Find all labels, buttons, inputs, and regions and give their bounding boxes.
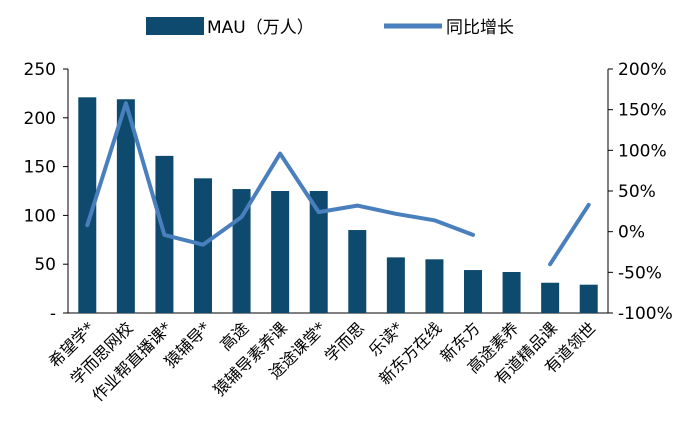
left-tick-label: 150	[24, 158, 56, 178]
right-tick-label: 50%	[618, 182, 656, 202]
left-tick-label: -	[50, 304, 56, 324]
left-tick-label: 200	[24, 109, 56, 129]
bar-mau-1	[116, 99, 135, 313]
right-tick-label: -50%	[618, 263, 662, 283]
bar-mau-7	[348, 230, 367, 313]
bar-mau-6	[309, 191, 328, 313]
bar-mau-11	[502, 272, 521, 313]
legend-swatch-mau	[146, 17, 204, 35]
legend-label-yoy: 同比增长	[446, 18, 514, 38]
bar-mau-0	[78, 97, 97, 313]
bar-mau-12	[541, 282, 560, 313]
bar-mau-9	[425, 259, 444, 313]
axes: - 50 100 150 200 250 -100% -50% 0% 50% 100% 150% 200…	[24, 60, 673, 324]
category-label: 学而思	[321, 318, 368, 365]
left-tick-label: 250	[24, 60, 56, 80]
legend: MAU（万人） 同比增长	[146, 17, 514, 38]
yoy-line-segment-1	[548, 202, 591, 267]
bar-mau-13	[579, 284, 598, 313]
right-tick-label: 100%	[618, 141, 667, 161]
bar-mau-5	[271, 191, 290, 313]
legend-label-mau: MAU（万人）	[207, 18, 314, 38]
left-tick-label: 100	[24, 206, 56, 226]
left-tick-label: 50	[34, 255, 56, 275]
right-tick-label: 200%	[618, 60, 667, 80]
bar-mau-8	[386, 257, 405, 313]
bar-mau-10	[464, 270, 482, 313]
right-tick-label: 0%	[618, 223, 645, 243]
yoy-line-segment-0	[85, 101, 475, 247]
right-tick-label: 150%	[618, 101, 667, 121]
right-tick-label: -100%	[618, 304, 673, 324]
line-series	[85, 101, 591, 267]
